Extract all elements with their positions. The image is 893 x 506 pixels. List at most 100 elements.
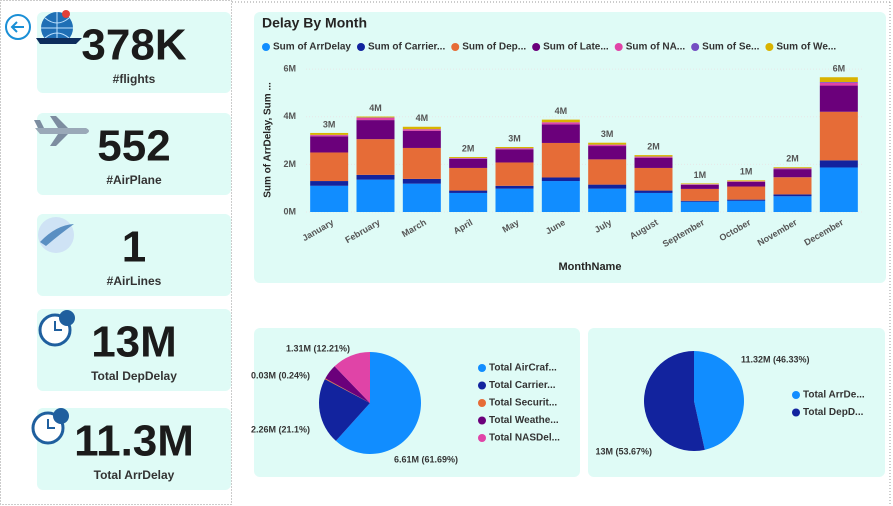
- y-tick-label: 6M: [283, 64, 296, 74]
- legend-label: Sum of We...: [776, 42, 836, 53]
- bar-segment: [819, 160, 858, 168]
- legend-label: Total ArrDe...: [803, 390, 865, 401]
- bar-segment: [541, 181, 580, 212]
- card-label: Total DepDelay: [91, 369, 177, 383]
- slice-label: 13M (53.67%): [595, 446, 652, 456]
- bar-segment: [495, 162, 534, 186]
- card-value: 378K: [81, 21, 186, 70]
- y-tick-label: 4M: [283, 111, 296, 121]
- wings: [34, 116, 68, 146]
- pie-slice: [694, 351, 744, 450]
- bar-segment: [541, 142, 580, 178]
- pie-slice: [335, 352, 422, 454]
- total-label: 4M: [555, 106, 568, 116]
- bar-segment: [680, 188, 719, 201]
- bar-segment: [449, 158, 488, 159]
- clock-icon: [31, 310, 75, 445]
- bar-segment: [588, 146, 627, 160]
- back-button[interactable]: [5, 14, 31, 40]
- bar-segment: [634, 167, 673, 191]
- bar-segment: [634, 156, 673, 158]
- bar-segment: [310, 181, 349, 186]
- legend-label: Sum of Late...: [543, 42, 609, 53]
- total-label: 2M: [786, 154, 799, 164]
- bar-segment: [402, 147, 441, 179]
- legend-dot: [478, 416, 486, 425]
- bar-segment: [356, 174, 395, 180]
- legend-dot: [478, 364, 486, 372]
- bar-segment: [680, 183, 719, 185]
- total-label: 1M: [694, 170, 707, 180]
- total-label: 1M: [740, 167, 753, 177]
- pin: [62, 10, 70, 18]
- total-label: 3M: [601, 129, 614, 139]
- bar-segment: [402, 129, 441, 131]
- legend-label: Total Weathe...: [489, 415, 559, 426]
- legend-label: Sum of ArrDelay: [273, 42, 351, 53]
- bar-segment: [634, 192, 673, 212]
- clock-hands: [54, 321, 62, 331]
- card-bg: [37, 408, 231, 490]
- bar-segment: [680, 200, 719, 202]
- bar-segment: [402, 183, 441, 212]
- bar-segment: [773, 169, 812, 178]
- pie-slice: [324, 378, 370, 403]
- legend-dot: [451, 43, 460, 51]
- legend-label: Total Carrier...: [489, 380, 556, 391]
- slice-label: 11.32M (46.33%): [741, 354, 810, 364]
- bar-segment: [819, 111, 858, 161]
- bar-segment: [495, 147, 534, 149]
- bar-segment: [819, 77, 858, 82]
- y-tick-label: 2M: [283, 159, 296, 169]
- legend-label: Sum of Carrier...: [368, 42, 445, 53]
- bar-segment: [680, 201, 719, 212]
- bar-segment: [588, 159, 627, 185]
- bar-segment: [449, 192, 488, 212]
- airline-icon: [38, 217, 74, 253]
- total-label: 4M: [369, 103, 382, 113]
- bar-segment: [541, 124, 580, 143]
- bar-segment: [310, 135, 349, 137]
- card-label: #flights: [113, 72, 156, 86]
- bar-segment: [819, 167, 858, 212]
- globe-icon: [36, 10, 82, 44]
- card-value: 11.3M: [74, 417, 194, 466]
- legend-dot: [614, 43, 623, 51]
- bar-segment: [310, 132, 349, 135]
- slice-label: 6.61M (61.69%): [394, 454, 458, 464]
- swoosh: [40, 224, 74, 246]
- legend-dot: [478, 434, 486, 442]
- card-label: #AirPlane: [106, 173, 162, 187]
- bar-segment: [449, 167, 488, 191]
- bar-segment: [819, 82, 858, 86]
- bar-segment: [541, 122, 580, 125]
- alert: [59, 310, 75, 326]
- legend-label: Total Securit...: [489, 398, 557, 409]
- bar-segment: [727, 199, 766, 201]
- legend-dot: [478, 381, 486, 390]
- bar-segment: [634, 190, 673, 193]
- legend-label: Total DepD...: [803, 407, 864, 418]
- total-label: 3M: [323, 119, 336, 129]
- bar-segment: [541, 119, 580, 123]
- y-axis-title: Sum of ArrDelay, Sum ...: [263, 82, 274, 198]
- legend-dot: [356, 43, 365, 51]
- bar-segment: [819, 82, 858, 83]
- total-label: 2M: [647, 141, 660, 151]
- bar-segment: [310, 152, 349, 182]
- pie-slice: [644, 351, 705, 452]
- card-value: 13M: [91, 318, 177, 367]
- bar-segment: [402, 126, 441, 130]
- bar-segment: [356, 120, 395, 140]
- x-axis-title: MonthName: [559, 261, 622, 273]
- chart-title: Delay By Month: [262, 15, 367, 31]
- back-arrow[interactable]: [10, 21, 24, 33]
- bar-segment: [310, 136, 349, 153]
- bar-segment: [588, 144, 627, 147]
- bar-segment: [773, 196, 812, 212]
- bar-segment: [449, 157, 488, 158]
- bar-segment: [449, 190, 488, 193]
- total-label: 2M: [462, 143, 475, 153]
- slice-label: 2.26M (21.1%): [251, 424, 310, 434]
